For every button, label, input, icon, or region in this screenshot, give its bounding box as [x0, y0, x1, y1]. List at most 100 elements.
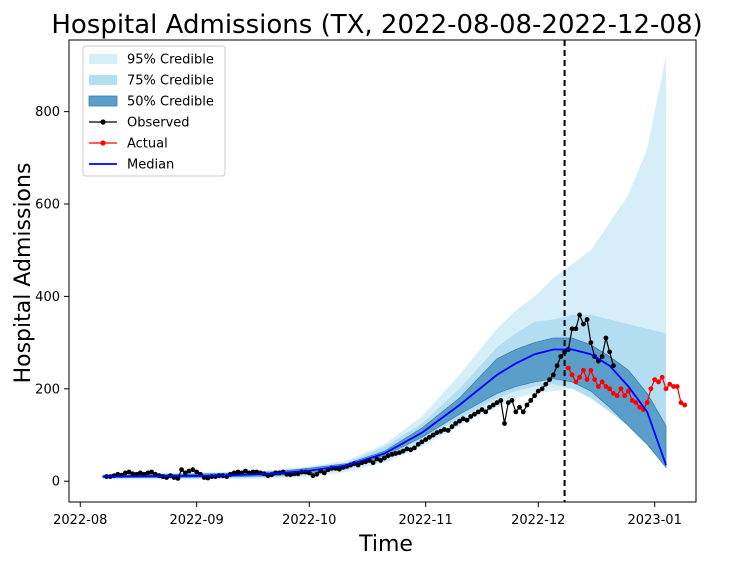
observed-point [562, 349, 567, 355]
observed-point [494, 400, 500, 406]
legend-swatch [89, 75, 117, 85]
observed-point [539, 386, 545, 392]
actual-point [629, 398, 635, 403]
legend-swatch [88, 95, 118, 107]
legend-label: 75% Credible [127, 74, 214, 89]
observed-point [498, 398, 504, 403]
actual-point [659, 374, 665, 380]
actual-point [678, 400, 684, 406]
observed-point [543, 381, 549, 387]
actual-point [614, 393, 620, 399]
observed-point [517, 404, 522, 410]
actual-point [644, 400, 650, 406]
observed-point [577, 312, 582, 318]
actual-point [656, 379, 661, 385]
actual-point [633, 400, 639, 406]
observed-point [243, 468, 248, 474]
observed-point [205, 475, 211, 481]
actual-point [611, 391, 616, 396]
actual-point [581, 367, 586, 373]
observed-point [408, 447, 414, 453]
y-axis-label: Hospital Admissions [11, 163, 36, 384]
actual-point [667, 381, 673, 387]
observed-point [558, 354, 564, 359]
observed-point [502, 421, 507, 426]
chart-title: Hospital Admissions (TX, 2022-08-08-2022… [51, 10, 702, 40]
observed-point [412, 445, 417, 451]
legend-label: Median [127, 158, 174, 173]
x-tick-label: 2022-11 [399, 513, 453, 528]
observed-point [355, 462, 361, 468]
observed-point [400, 448, 406, 454]
plot-area [68, 39, 697, 503]
observed-point [483, 409, 489, 415]
x-tick-label: 2023-01 [628, 513, 682, 528]
observed-point [472, 411, 477, 417]
observed-point [554, 363, 560, 369]
x-tick-label: 2022-12 [511, 513, 565, 528]
observed-point [581, 321, 586, 327]
observed-point [194, 469, 200, 475]
observed-point [190, 467, 196, 473]
observed-point [288, 472, 293, 478]
observed-point [475, 409, 481, 415]
observed-point [524, 402, 530, 408]
observed-point [453, 421, 459, 426]
x-tick-label: 2022-08 [53, 513, 107, 528]
actual-point [622, 393, 628, 399]
actual-point [584, 377, 590, 382]
observed-point [321, 470, 327, 476]
observed-point [393, 451, 398, 456]
y-tick-label: 600 [35, 198, 60, 213]
observed-point [306, 470, 312, 476]
legend-label: Observed [127, 116, 190, 131]
observed-point [550, 372, 556, 378]
y-tick-label: 800 [35, 105, 60, 120]
actual-point [603, 384, 609, 389]
observed-point [442, 427, 447, 432]
legend-marker [100, 119, 106, 125]
actual-point [648, 386, 654, 392]
y-tick-label: 400 [35, 290, 60, 305]
observed-point [509, 398, 515, 403]
observed-point [122, 470, 128, 476]
observed-point [569, 326, 575, 332]
observed-point [588, 340, 594, 345]
observed-point [149, 469, 155, 475]
observed-point [535, 388, 541, 394]
observed-point [389, 452, 395, 457]
observed-point [175, 476, 181, 481]
observed-point [438, 428, 444, 434]
observed-point [573, 326, 579, 332]
observed-point [374, 456, 380, 462]
actual-point [663, 386, 669, 392]
observed-point [382, 455, 387, 461]
observed-point [528, 398, 534, 403]
actual-point [652, 377, 658, 382]
y-axis: 0 200 400 600 800 [35, 105, 69, 490]
observed-point [310, 473, 316, 479]
observed-point [385, 453, 391, 459]
observed-point [520, 409, 526, 415]
actual-point [577, 374, 582, 380]
legend-swatch [89, 54, 117, 64]
observed-point [479, 407, 485, 412]
observed-point [427, 434, 432, 440]
observed-point [419, 439, 425, 445]
observed-point [457, 418, 462, 424]
observed-point [314, 471, 320, 477]
x-tick-label: 2022-10 [282, 513, 336, 528]
observed-point [295, 471, 301, 477]
y-tick-label: 200 [35, 382, 60, 397]
legend-label: Actual [127, 137, 168, 152]
observed-point [254, 469, 260, 475]
observed-point [137, 470, 143, 476]
legend-marker [100, 140, 106, 146]
observed-point [404, 446, 410, 452]
observed-point [468, 414, 474, 419]
observed-point [607, 349, 612, 355]
x-tick-label: 2022-09 [169, 513, 223, 528]
actual-point [607, 386, 612, 392]
legend: 95% Credible 75% Credible 50% Credible Obse… [82, 45, 226, 177]
actual-point [674, 384, 680, 389]
